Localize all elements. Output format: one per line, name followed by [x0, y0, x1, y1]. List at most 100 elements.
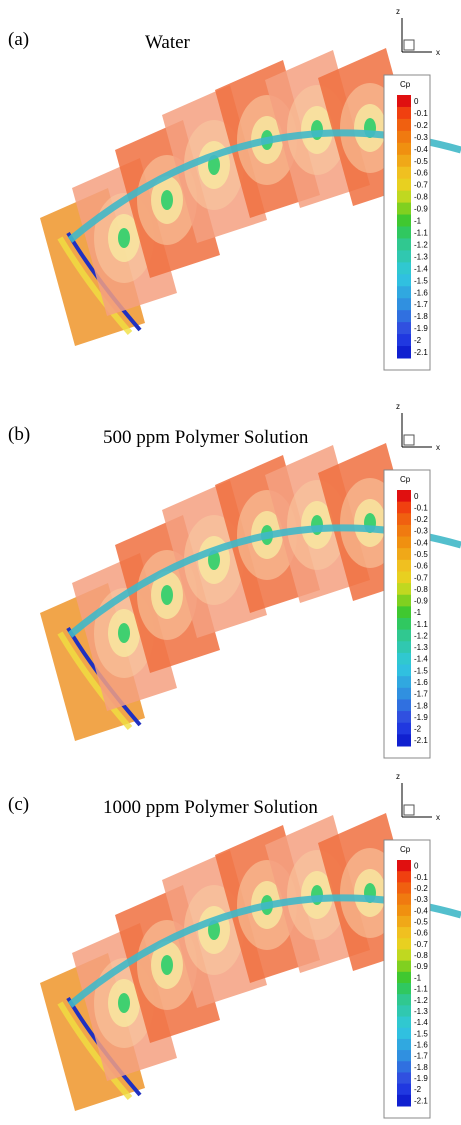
colorbar-tick-label: 0: [414, 492, 419, 501]
colorbar-band: [397, 711, 411, 723]
colorbar-band: [397, 227, 411, 239]
colorbar-band: [397, 734, 411, 746]
colorbar-tick-label: -2: [414, 336, 422, 345]
axis-z-label: z: [396, 402, 400, 411]
panel-title: 500 ppm Polymer Solution: [103, 427, 309, 448]
colorbar-tick-label: -1.9: [414, 1074, 428, 1083]
colorbar-tick-label: -0.1: [414, 503, 428, 512]
colorbar-band: [397, 346, 411, 358]
colorbar-tick-label: -1.4: [414, 264, 428, 273]
colorbar-band: [397, 994, 411, 1006]
colorbar-band: [397, 595, 411, 607]
panel: (a)WaterzxCp0-0.1-0.2-0.3-0.4-0.5-0.6-0.…: [8, 7, 461, 370]
colorbar-band: [397, 262, 411, 274]
colorbar-band: [397, 630, 411, 642]
colorbar-band: [397, 310, 411, 322]
colorbar-title: Cp: [400, 845, 411, 854]
colorbar-tick-label: -0.5: [414, 550, 428, 559]
colorbar-band: [397, 513, 411, 525]
colorbar-band: [397, 1084, 411, 1096]
colorbar-band: [397, 322, 411, 334]
colorbar-band: [397, 571, 411, 583]
colorbar-tick-label: -1.8: [414, 1063, 428, 1072]
contour-core: [118, 228, 130, 248]
contour-core: [118, 623, 130, 643]
colorbar-band: [397, 641, 411, 653]
axis-box: [404, 435, 414, 445]
colorbar-tick-label: -0.2: [414, 121, 428, 130]
colorbar-band: [397, 653, 411, 665]
colorbar-tick-label: -1.8: [414, 312, 428, 321]
axis-x-label: x: [436, 48, 440, 57]
colorbar-band: [397, 334, 411, 346]
colorbar-title: Cp: [400, 475, 411, 484]
colorbar-band: [397, 938, 411, 950]
colorbar-band: [397, 167, 411, 179]
colorbar-band: [397, 1061, 411, 1073]
colorbar-band: [397, 179, 411, 191]
colorbar-band: [397, 972, 411, 984]
colorbar-band: [397, 905, 411, 917]
colorbar-tick-label: -2: [414, 725, 422, 734]
axis-box: [404, 40, 414, 50]
colorbar-tick-label: 0: [414, 862, 419, 871]
colorbar-tick-label: -1: [414, 217, 422, 226]
colorbar-tick-label: -0.9: [414, 597, 428, 606]
colorbar-tick-label: -0.2: [414, 515, 428, 524]
colorbar-tick-label: -0.7: [414, 181, 428, 190]
colorbar-band: [397, 860, 411, 872]
colorbar-band: [397, 961, 411, 973]
colorbar-tick-label: -0.8: [414, 193, 428, 202]
colorbar-tick-label: -1.2: [414, 996, 428, 1005]
colorbar-tick-label: -1.1: [414, 620, 428, 629]
colorbar-tick-label: -1.5: [414, 1029, 428, 1038]
axis-x-label: x: [436, 813, 440, 822]
colorbar-tick-label: -1.3: [414, 1007, 428, 1016]
contour-core: [161, 585, 173, 605]
colorbar-tick-label: -0.7: [414, 940, 428, 949]
colorbar-tick-label: -1: [414, 608, 422, 617]
panel-label: (a): [8, 29, 29, 50]
colorbar-band: [397, 665, 411, 677]
colorbar-band: [397, 894, 411, 906]
colorbar-band: [397, 274, 411, 286]
colorbar-tick-label: -1.9: [414, 324, 428, 333]
colorbar-tick-label: -0.4: [414, 538, 428, 547]
colorbar-tick-label: -1.8: [414, 701, 428, 710]
colorbar-band: [397, 548, 411, 560]
colorbar-band: [397, 215, 411, 227]
colorbar-tick-label: -1.3: [414, 252, 428, 261]
colorbar-band: [397, 250, 411, 262]
colorbar-band: [397, 927, 411, 939]
colorbar-band: [397, 537, 411, 549]
colorbar-tick-label: -0.3: [414, 527, 428, 536]
colorbar-band: [397, 688, 411, 700]
colorbar-band: [397, 676, 411, 688]
colorbar-band: [397, 1072, 411, 1084]
colorbar-band: [397, 191, 411, 203]
colorbar-band: [397, 949, 411, 961]
colorbar-tick-label: -0.1: [414, 109, 428, 118]
colorbar-band: [397, 723, 411, 735]
colorbar-tick-label: -1.7: [414, 1052, 428, 1061]
colorbar-tick-label: -1.2: [414, 631, 428, 640]
colorbar-tick-label: -1.4: [414, 655, 428, 664]
colorbar-tick-label: -0.3: [414, 895, 428, 904]
colorbar-tick-label: -0.9: [414, 205, 428, 214]
colorbar-tick-label: -1.3: [414, 643, 428, 652]
colorbar-tick-label: -0.8: [414, 585, 428, 594]
colorbar-tick-label: -0.8: [414, 951, 428, 960]
colorbar-band: [397, 286, 411, 298]
colorbar-band: [397, 143, 411, 155]
colorbar-band: [397, 606, 411, 618]
panel-label: (b): [8, 424, 30, 445]
colorbar-band: [397, 107, 411, 119]
colorbar-tick-label: -0.5: [414, 157, 428, 166]
colorbar-band: [397, 119, 411, 131]
colorbar-band: [397, 1050, 411, 1062]
colorbar-tick-label: -2.1: [414, 348, 428, 357]
colorbar-band: [397, 560, 411, 572]
colorbar-tick-label: -1.9: [414, 713, 428, 722]
axis-x-label: x: [436, 443, 440, 452]
colorbar-tick-label: -2.1: [414, 1096, 428, 1105]
